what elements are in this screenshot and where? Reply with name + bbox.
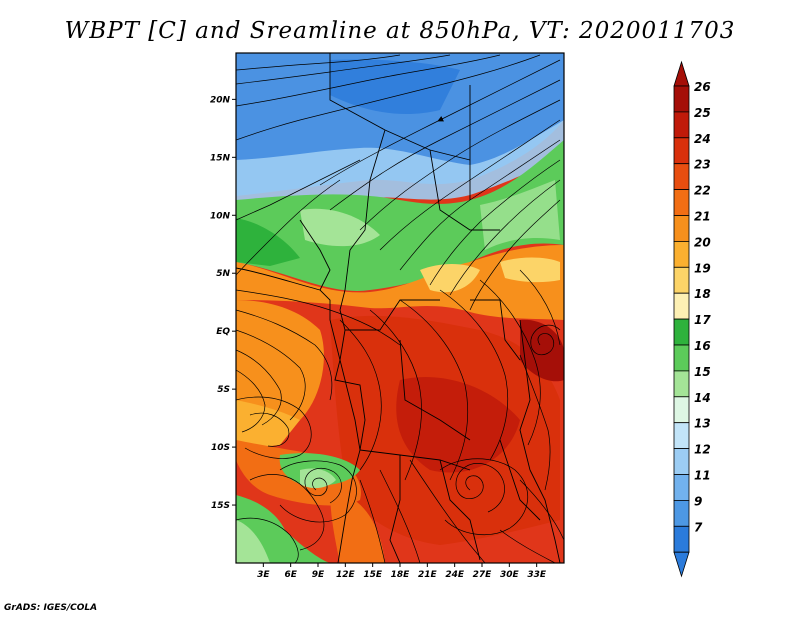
colorbar-label: 21 [694,210,711,224]
colorbar-swatch [673,499,690,527]
x-axis: 3E 6E 9E 12E 15E 18E 21E 24E 27E 30E 33E [257,563,547,580]
colorbar-swatch [673,396,690,424]
x-tick-label: 24E [445,570,465,580]
colorbar-swatch [673,318,690,346]
colorbar-swatch [673,266,690,294]
y-tick-label: 15N [210,153,231,163]
colorbar-swatch [673,344,690,372]
colorbar-swatch [673,525,690,553]
credit-label: GrADS: IGES/COLA [4,603,98,613]
y-axis: 20N 15N 10N 5N EQ 5S 10S 15S [210,95,236,511]
x-tick-label: 33E [527,570,547,580]
y-tick-label: 10N [210,211,231,221]
x-tick-label: 27E [473,570,493,580]
colorbar-swatch [673,215,690,242]
colorbar-top-triangle [673,60,690,87]
y-tick-label: 15S [211,501,230,511]
y-tick-label: 5S [217,385,230,395]
colorbar-label: 18 [694,287,711,301]
colorbar-label: 13 [694,417,711,431]
colorbar-swatch [673,422,690,450]
colorbar-label: 25 [694,106,711,120]
colorbar-swatch [673,137,690,165]
x-tick-label: 9E [312,570,325,580]
colorbar-label: 24 [694,132,711,146]
colorbar-swatch [673,292,690,320]
colorbar-swatch [673,474,690,501]
colorbar-label: 14 [694,391,711,405]
colorbar-label: 17 [694,313,711,327]
colorbar-swatch [673,111,690,139]
streamlines [236,54,564,563]
x-tick-label: 30E [500,570,520,580]
colorbar-label: 16 [694,339,711,353]
colorbar-label: 20 [694,235,711,249]
colorbar-label: 15 [694,365,711,379]
y-tick-label: EQ [216,327,230,337]
colorbar-label: 11 [694,469,711,483]
colorbar-bottom-triangle [673,551,690,578]
colorbar-label: 22 [694,184,711,198]
y-tick-label: 10S [211,443,230,453]
colorbar-swatch [673,85,690,113]
x-tick-label: 15E [363,570,383,580]
colorbar-swatch [673,240,690,268]
map-title: WBPT [C] and Sreamline at 850hPa, VT: 20… [64,18,736,44]
x-tick-label: 18E [391,570,411,580]
colorbar-swatch [673,163,690,190]
x-tick-label: 12E [336,570,356,580]
colorbar-swatch [673,189,690,216]
y-tick-label: 5N [216,269,230,279]
colorbar-label: 12 [694,443,711,457]
x-tick-label: 6E [284,570,297,580]
colorbar-label: 7 [694,520,703,534]
colorbar-label: 19 [694,261,711,275]
colorbar-swatch [673,370,690,398]
colorbar-label: 26 [694,80,711,94]
colorbar-label: 9 [694,494,702,508]
country-borders [236,53,561,563]
colorbar: 26 25 24 23 22 21 20 19 18 17 16 15 14 13 12 11 9 7 [673,60,711,578]
x-tick-label: 21E [418,570,438,580]
y-tick-label: 20N [210,95,231,105]
colorbar-label: 23 [694,158,711,172]
x-tick-label: 3E [257,570,270,580]
colorbar-swatch [673,448,690,475]
